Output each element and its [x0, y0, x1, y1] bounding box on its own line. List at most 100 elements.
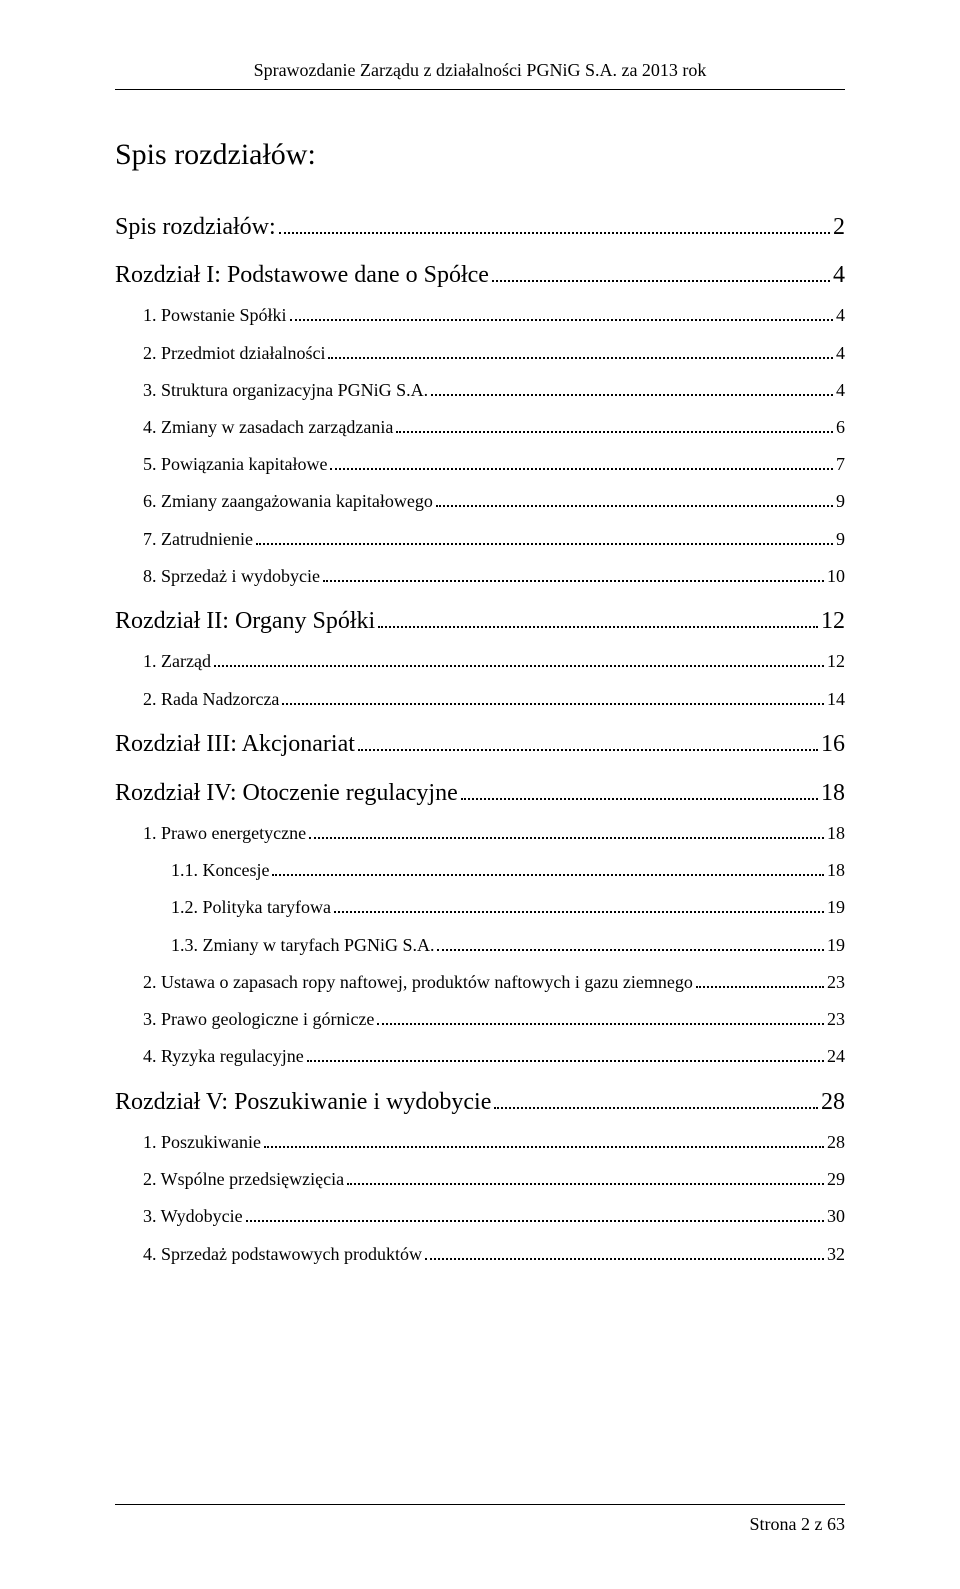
- toc-entry-page: 2: [833, 214, 845, 241]
- toc-entry-label: 3. Prawo geologiczne i górnicze: [143, 1009, 374, 1030]
- toc-entry-page: 12: [821, 608, 845, 635]
- toc-entry-page: 4: [836, 380, 845, 401]
- toc-leader-dots: [328, 342, 833, 358]
- toc-entry-page: 7: [836, 454, 845, 475]
- toc-entry: Rozdział I: Podstawowe dane o Spółce 4: [115, 261, 845, 290]
- header-rule: [115, 89, 845, 90]
- toc-entry-page: 14: [827, 689, 845, 710]
- running-header: Sprawozdanie Zarządu z działalności PGNi…: [115, 60, 845, 81]
- toc-entry-label: Rozdział III: Akcjonariat: [115, 731, 355, 758]
- toc-entry-page: 29: [827, 1169, 845, 1190]
- toc-entry: Rozdział IV: Otoczenie regulacyjne18: [115, 778, 845, 807]
- toc-entry: 3. Wydobycie 30: [115, 1206, 845, 1227]
- toc-entry-label: 1. Prawo energetyczne: [143, 823, 306, 844]
- toc-entry-label: 3. Struktura organizacyjna PGNiG S.A.: [143, 380, 428, 401]
- toc-leader-dots: [279, 212, 830, 234]
- toc-entry: 1. Prawo energetyczne 18: [115, 823, 845, 844]
- toc-entry: 2. Ustawa o zapasach ropy naftowej, prod…: [115, 972, 845, 993]
- toc-entry-page: 6: [836, 417, 845, 438]
- toc-entry-page: 23: [827, 1009, 845, 1030]
- toc-entry-label: 5. Powiązania kapitałowe: [143, 454, 327, 475]
- toc-leader-dots: [323, 566, 824, 582]
- toc-entry-page: 28: [827, 1132, 845, 1153]
- toc-entry-label: 4. Zmiany w zasadach zarządzania: [143, 417, 393, 438]
- toc-entry-page: 4: [836, 343, 845, 364]
- toc-leader-dots: [214, 651, 824, 667]
- toc-entry: 4. Zmiany w zasadach zarządzania 6: [115, 417, 845, 438]
- toc-leader-dots: [696, 972, 824, 988]
- toc-entry-label: 1.3. Zmiany w taryfach PGNiG S.A.: [171, 935, 434, 956]
- toc-entry-page: 30: [827, 1206, 845, 1227]
- document-page: Sprawozdanie Zarządu z działalności PGNi…: [0, 0, 960, 1589]
- toc-entry-page: 19: [827, 935, 845, 956]
- toc-entry: 6. Zmiany zaangażowania kapitałowego 9: [115, 491, 845, 512]
- toc-leader-dots: [378, 607, 818, 629]
- toc-entry: 3. Prawo geologiczne i górnicze 23: [115, 1009, 845, 1030]
- toc-entry: 1.2. Polityka taryfowa 19: [115, 897, 845, 918]
- toc-entry-page: 24: [827, 1046, 845, 1067]
- toc-entry: 2. Rada Nadzorcza 14: [115, 688, 845, 709]
- toc-entry: 5. Powiązania kapitałowe 7: [115, 454, 845, 475]
- page-title: Spis rozdziałów:: [115, 138, 845, 172]
- toc-entry-page: 32: [827, 1244, 845, 1265]
- toc-entry-page: 18: [827, 823, 845, 844]
- toc-entry-page: 9: [836, 529, 845, 550]
- toc-leader-dots: [436, 491, 833, 507]
- toc-entry-page: 19: [827, 897, 845, 918]
- toc-leader-dots: [290, 305, 833, 321]
- toc-leader-dots: [396, 417, 833, 433]
- toc-entry-label: 2. Ustawa o zapasach ropy naftowej, prod…: [143, 972, 693, 993]
- toc-leader-dots: [256, 528, 833, 544]
- toc-entry-label: 2. Rada Nadzorcza: [143, 689, 279, 710]
- toc-entry-label: 1. Poszukiwanie: [143, 1132, 261, 1153]
- toc-entry: Rozdział V: Poszukiwanie i wydobycie 28: [115, 1087, 845, 1116]
- toc-leader-dots: [461, 778, 818, 800]
- toc-entry-label: Rozdział V: Poszukiwanie i wydobycie: [115, 1089, 491, 1116]
- toc-leader-dots: [358, 730, 818, 752]
- toc-entry-page: 16: [821, 731, 845, 758]
- toc-leader-dots: [272, 860, 824, 876]
- toc-leader-dots: [425, 1243, 824, 1259]
- toc-entry-page: 10: [827, 566, 845, 587]
- toc-entry-page: 18: [821, 780, 845, 807]
- toc-entry-label: Rozdział I: Podstawowe dane o Spółce: [115, 262, 489, 289]
- toc-entry-page: 4: [833, 262, 845, 289]
- toc-entry: 4. Sprzedaż podstawowych produktów 32: [115, 1243, 845, 1264]
- toc-entry: 4. Ryzyka regulacyjne 24: [115, 1046, 845, 1067]
- toc-entry-label: 4. Sprzedaż podstawowych produktów: [143, 1244, 422, 1265]
- toc-entry-page: 9: [836, 491, 845, 512]
- toc-leader-dots: [494, 1087, 818, 1109]
- toc-entry-page: 28: [821, 1089, 845, 1116]
- toc-entry: 8. Sprzedaż i wydobycie 10: [115, 566, 845, 587]
- toc-leader-dots: [330, 454, 833, 470]
- toc-leader-dots: [437, 934, 824, 950]
- toc-entry-label: Spis rozdziałów:: [115, 214, 276, 241]
- toc-entry: 1.3. Zmiany w taryfach PGNiG S.A. 19: [115, 934, 845, 955]
- toc-entry: 2. Przedmiot działalności4: [115, 342, 845, 363]
- toc-entry: 2. Wspólne przedsięwzięcia29: [115, 1169, 845, 1190]
- toc-leader-dots: [264, 1132, 824, 1148]
- toc-entry: 1. Powstanie Spółki 4: [115, 305, 845, 326]
- toc-entry-label: Rozdział II: Organy Spółki: [115, 608, 375, 635]
- toc-leader-dots: [492, 261, 830, 283]
- toc-entry-page: 4: [836, 305, 845, 326]
- toc-entry-label: 4. Ryzyka regulacyjne: [143, 1046, 304, 1067]
- toc-entry: Rozdział III: Akcjonariat 16: [115, 730, 845, 759]
- toc-entry-label: 8. Sprzedaż i wydobycie: [143, 566, 320, 587]
- toc-entry: 7. Zatrudnienie9: [115, 528, 845, 549]
- toc-leader-dots: [377, 1009, 824, 1025]
- toc-leader-dots: [307, 1046, 824, 1062]
- toc-entry-label: 1.2. Polityka taryfowa: [171, 897, 331, 918]
- toc-leader-dots: [347, 1169, 824, 1185]
- toc-leader-dots: [334, 897, 824, 913]
- toc-entry: 1. Poszukiwanie 28: [115, 1132, 845, 1153]
- toc-entry-label: 1. Powstanie Spółki: [143, 305, 287, 326]
- toc-leader-dots: [282, 688, 824, 704]
- toc-entry: 1.1. Koncesje18: [115, 860, 845, 881]
- toc-leader-dots: [431, 380, 833, 396]
- table-of-contents: Spis rozdziałów: 2 Rozdział I: Podstawowe …: [115, 212, 845, 1265]
- toc-entry-label: 3. Wydobycie: [143, 1206, 243, 1227]
- toc-leader-dots: [246, 1206, 824, 1222]
- page-number: Strona 2 z 63: [750, 1514, 845, 1535]
- toc-entry-label: 6. Zmiany zaangażowania kapitałowego: [143, 491, 433, 512]
